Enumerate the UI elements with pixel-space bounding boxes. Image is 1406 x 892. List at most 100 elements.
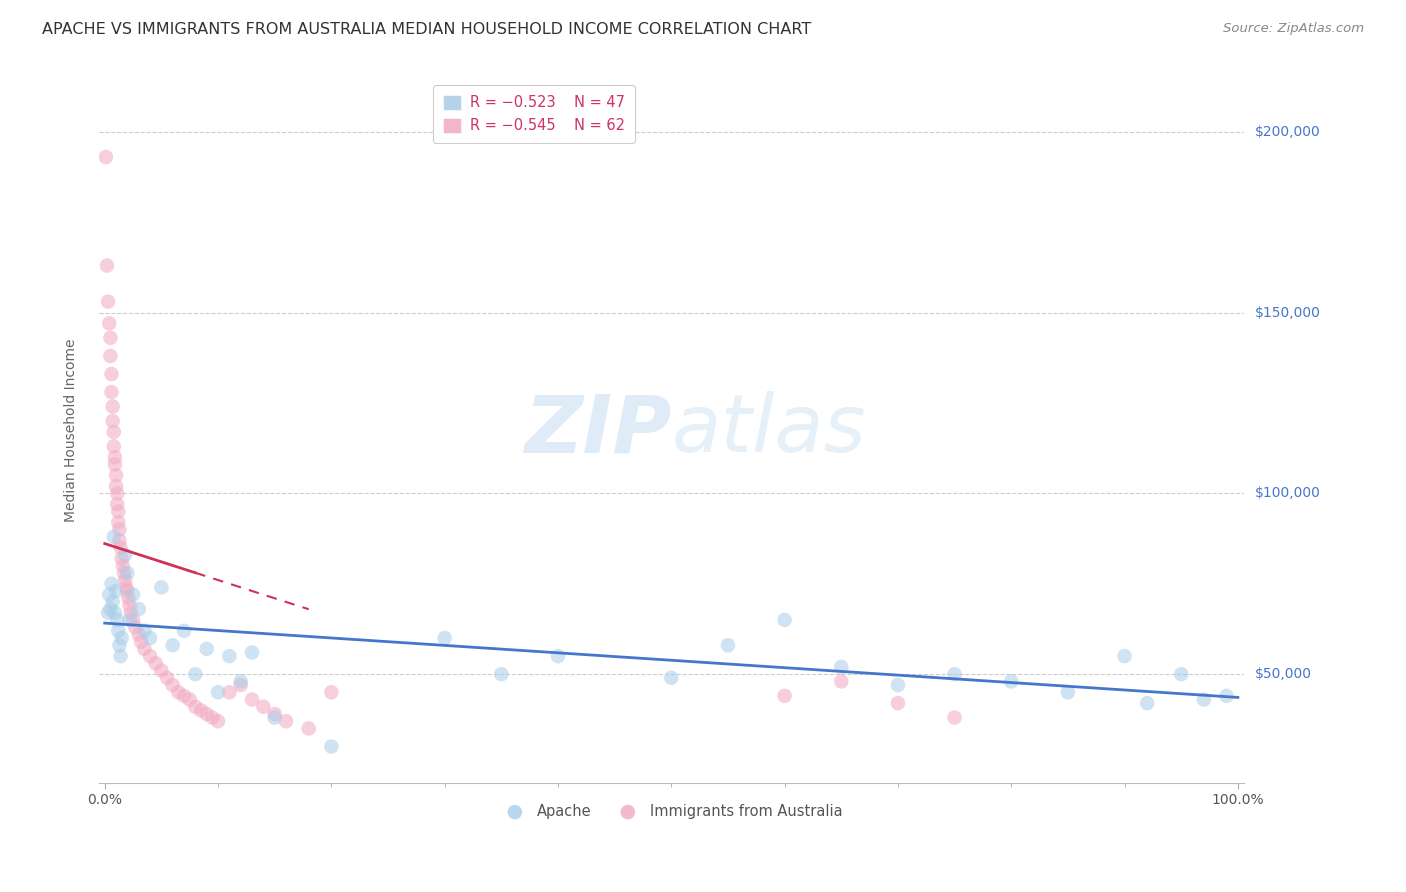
- Point: [547, 649, 569, 664]
- Point: [105, 584, 128, 599]
- Point: [134, 624, 156, 638]
- Point: [321, 739, 343, 754]
- Point: [134, 641, 156, 656]
- Point: [94, 150, 117, 164]
- Point: [108, 533, 131, 548]
- Point: [108, 523, 131, 537]
- Point: [114, 573, 136, 587]
- Point: [887, 678, 910, 692]
- Text: ZIP: ZIP: [524, 391, 671, 469]
- Text: $100,000: $100,000: [1254, 486, 1320, 500]
- Point: [162, 678, 184, 692]
- Text: atlas: atlas: [671, 391, 866, 469]
- Point: [128, 602, 150, 616]
- Point: [1192, 692, 1215, 706]
- Text: Source: ZipAtlas.com: Source: ZipAtlas.com: [1223, 22, 1364, 36]
- Point: [298, 722, 321, 736]
- Point: [240, 692, 263, 706]
- Point: [104, 606, 127, 620]
- Point: [207, 714, 229, 729]
- Point: [184, 667, 207, 681]
- Point: [101, 414, 124, 428]
- Point: [179, 692, 201, 706]
- Point: [124, 620, 146, 634]
- Legend: Apache, Immigrants from Australia: Apache, Immigrants from Australia: [495, 798, 848, 825]
- Point: [201, 710, 224, 724]
- Point: [120, 606, 142, 620]
- Point: [162, 638, 184, 652]
- Point: [321, 685, 343, 699]
- Point: [128, 627, 150, 641]
- Point: [1057, 685, 1080, 699]
- Point: [139, 631, 162, 645]
- Point: [103, 439, 125, 453]
- Point: [100, 367, 122, 381]
- Point: [229, 678, 252, 692]
- Point: [830, 674, 852, 689]
- Point: [145, 657, 167, 671]
- Point: [117, 566, 139, 580]
- Point: [101, 400, 124, 414]
- Point: [101, 595, 124, 609]
- Point: [773, 613, 796, 627]
- Point: [433, 631, 456, 645]
- Point: [218, 649, 240, 664]
- Point: [207, 685, 229, 699]
- Point: [659, 671, 682, 685]
- Point: [229, 674, 252, 689]
- Point: [100, 385, 122, 400]
- Point: [107, 516, 129, 530]
- Point: [98, 588, 121, 602]
- Point: [150, 664, 173, 678]
- Point: [118, 613, 141, 627]
- Point: [103, 530, 125, 544]
- Point: [717, 638, 740, 652]
- Point: [122, 588, 145, 602]
- Text: $50,000: $50,000: [1254, 667, 1312, 681]
- Point: [110, 541, 132, 555]
- Point: [139, 649, 162, 664]
- Point: [190, 703, 212, 717]
- Point: [100, 576, 122, 591]
- Point: [773, 689, 796, 703]
- Point: [1136, 696, 1159, 710]
- Point: [104, 450, 127, 465]
- Point: [112, 566, 135, 580]
- Point: [167, 685, 190, 699]
- Text: APACHE VS IMMIGRANTS FROM AUSTRALIA MEDIAN HOUSEHOLD INCOME CORRELATION CHART: APACHE VS IMMIGRANTS FROM AUSTRALIA MEDI…: [42, 22, 811, 37]
- Point: [184, 699, 207, 714]
- Point: [195, 641, 218, 656]
- Point: [830, 660, 852, 674]
- Point: [263, 706, 285, 721]
- Point: [100, 331, 122, 345]
- Point: [122, 613, 145, 627]
- Point: [173, 689, 195, 703]
- Point: [107, 504, 129, 518]
- Point: [100, 349, 122, 363]
- Point: [111, 558, 134, 573]
- Point: [887, 696, 910, 710]
- Point: [97, 606, 120, 620]
- Point: [943, 667, 966, 681]
- Point: [105, 468, 128, 483]
- Point: [129, 634, 152, 648]
- Point: [240, 645, 263, 659]
- Point: [98, 317, 121, 331]
- Point: [156, 671, 179, 685]
- Point: [97, 294, 120, 309]
- Point: [100, 602, 122, 616]
- Point: [111, 631, 134, 645]
- Point: [1170, 667, 1192, 681]
- Point: [105, 613, 128, 627]
- Y-axis label: Median Household Income: Median Household Income: [65, 338, 79, 522]
- Point: [263, 710, 285, 724]
- Text: $150,000: $150,000: [1254, 306, 1320, 319]
- Point: [491, 667, 513, 681]
- Point: [105, 479, 128, 493]
- Point: [96, 259, 118, 273]
- Point: [107, 624, 129, 638]
- Point: [195, 706, 218, 721]
- Point: [252, 699, 274, 714]
- Point: [274, 714, 297, 729]
- Point: [114, 548, 136, 562]
